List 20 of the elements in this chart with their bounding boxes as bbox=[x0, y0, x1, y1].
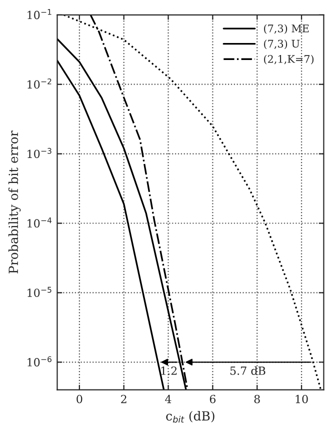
x-axis-title: c$_{bit}$ (dB) bbox=[166, 410, 214, 423]
y-tick-label: 10$^{−3}$ bbox=[28, 148, 52, 158]
legend-label: (7,3) U bbox=[264, 40, 300, 50]
y-tick-label: 10$^{−1}$ bbox=[28, 9, 52, 20]
line-series bbox=[63, 14, 322, 390]
y-tick-label: 10$^{−6}$ bbox=[28, 356, 52, 366]
annotation: 1.2 bbox=[161, 366, 177, 375]
y-axis-title: Probability of bit error bbox=[8, 130, 21, 274]
x-tick-label: 10 bbox=[296, 394, 308, 404]
legend-label: (2,1,K=7) bbox=[264, 54, 314, 64]
y-tick-label: 10$^{−4}$ bbox=[28, 217, 52, 228]
legend-label: (7,3) ME bbox=[264, 24, 309, 34]
x-tick-label: 2 bbox=[121, 394, 126, 404]
annotation: 5.7 dB bbox=[230, 366, 266, 375]
x-tick-label: 4 bbox=[165, 394, 172, 404]
y-tick-label: 10$^{−2}$ bbox=[28, 78, 52, 89]
y-tick-label: 10$^{−5}$ bbox=[28, 286, 52, 298]
x-tick-label: 6 bbox=[210, 394, 216, 404]
x-tick-label: 8 bbox=[254, 394, 260, 404]
x-tick-label: 0 bbox=[76, 394, 82, 404]
